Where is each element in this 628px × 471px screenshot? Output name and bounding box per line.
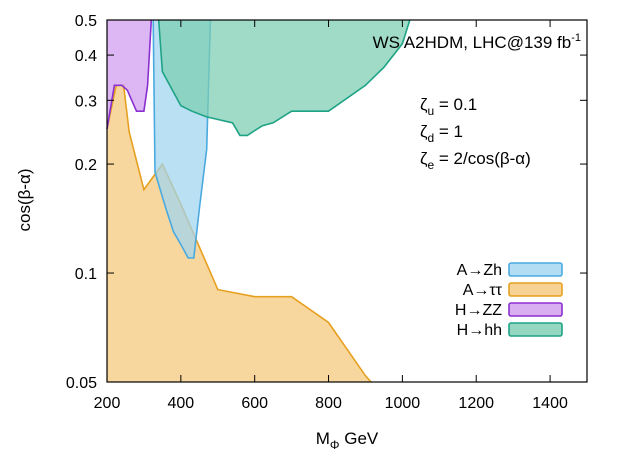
x-axis-title: MΦ GeV: [316, 429, 379, 452]
legend-swatch: [508, 282, 563, 297]
boundary-line-1: [152, 19, 212, 259]
legend-label: H→hh: [457, 322, 502, 339]
parameter-annotations: ζu = 0.1 ζd = 1 ζe = 2/cos(β-α): [420, 95, 531, 172]
x-tick-label: 400: [167, 395, 194, 412]
x-tick-label: 800: [315, 395, 342, 412]
chart-title: WS A2HDM, LHC@139 fb-1: [373, 32, 581, 52]
plot-frame: [106, 19, 588, 383]
y-ticks: 0.05 0.1 0.2 0.3 0.4 0.5: [66, 13, 587, 392]
y-tick-label: 0.3: [75, 93, 97, 110]
legend-swatch: [508, 262, 563, 277]
plot-areas: [106, 19, 411, 383]
boundary-line-2: [106, 19, 153, 130]
y-tick-label: 0.4: [75, 48, 97, 65]
x-tick-label: 600: [241, 395, 268, 412]
legend: A→Zh A→ττ H→ZZ H→hh: [455, 262, 563, 339]
parameter-annotation: ζe = 2/cos(β-α): [420, 149, 531, 172]
boundary-line-3: [157, 19, 411, 137]
area-2: [107, 20, 152, 129]
y-tick-label: 0.2: [75, 157, 97, 174]
legend-label: A→ττ: [463, 282, 503, 299]
x-tick-label: 1200: [458, 395, 494, 412]
parameter-annotation: ζu = 0.1: [420, 95, 477, 118]
x-tick-label: 1400: [532, 395, 568, 412]
legend-swatch: [508, 302, 563, 317]
y-axis-title: cos(β-α): [15, 168, 34, 231]
y-tick-label: 0.05: [66, 375, 97, 392]
y-tick-label: 0.5: [75, 13, 97, 30]
area-3: [158, 20, 410, 136]
x-tick-label: 200: [94, 395, 121, 412]
legend-label: H→ZZ: [455, 302, 502, 319]
x-ticks: 200 400 600 800 1000 1200 1400: [94, 20, 568, 412]
y-tick-label: 0.1: [75, 266, 97, 283]
parameter-annotation: ζd = 1: [420, 122, 463, 145]
legend-label: A→Zh: [457, 262, 502, 279]
area-0: [107, 85, 371, 383]
x-tick-label: 1000: [385, 395, 421, 412]
legend-swatch: [508, 322, 563, 337]
